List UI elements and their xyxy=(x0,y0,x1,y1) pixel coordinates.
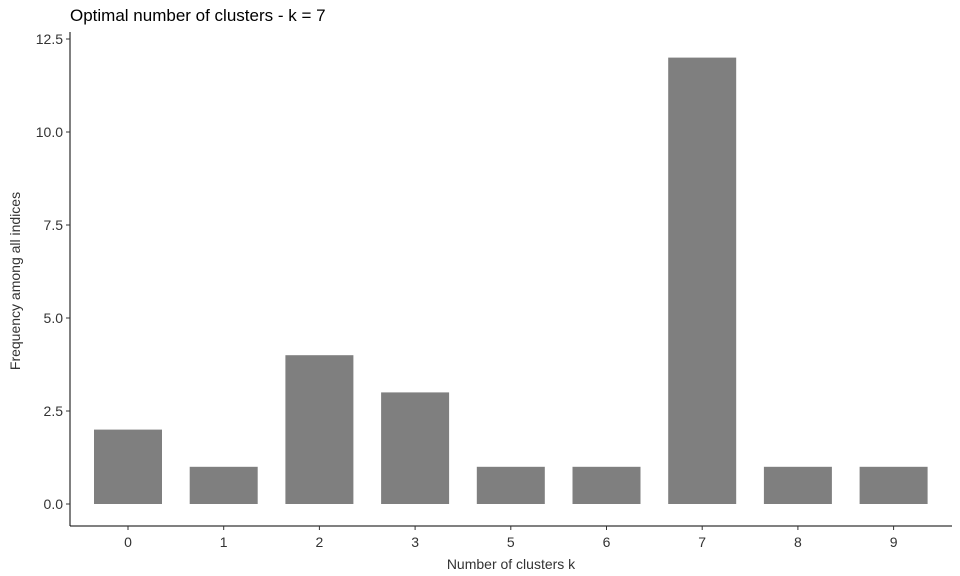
bar-6 xyxy=(572,466,641,504)
y-tick-label: 12.5 xyxy=(36,31,63,47)
x-tick-label: 7 xyxy=(698,534,706,550)
x-tick-label: 5 xyxy=(507,534,515,550)
x-tick-label: 3 xyxy=(411,534,419,550)
y-axis-title: Frequency among all indices xyxy=(7,192,23,370)
y-ticks: 0.0 2.5 5.0 7.5 10.0 12.5 xyxy=(36,31,70,512)
x-tick-label: 6 xyxy=(603,534,611,550)
bar-8 xyxy=(763,466,832,504)
bar-7 xyxy=(668,57,737,504)
x-tick-label: 8 xyxy=(794,534,802,550)
bar-2 xyxy=(285,355,354,504)
y-tick-label: 5.0 xyxy=(44,310,64,326)
y-tick-label: 0.0 xyxy=(44,496,64,512)
bar-5 xyxy=(476,466,545,504)
chart-title: Optimal number of clusters - k = 7 xyxy=(70,6,326,25)
bars-layer xyxy=(94,57,928,504)
x-tick-label: 0 xyxy=(124,534,132,550)
x-tick-label: 9 xyxy=(890,534,898,550)
bar-9 xyxy=(859,466,928,504)
bar-1 xyxy=(189,466,258,504)
y-tick-label: 7.5 xyxy=(44,217,64,233)
bar-0 xyxy=(94,429,162,504)
x-axis-title: Number of clusters k xyxy=(447,556,576,572)
y-tick-label: 2.5 xyxy=(44,403,64,419)
x-ticks: 0 1 2 3 5 6 7 8 9 xyxy=(124,526,898,550)
bar-3 xyxy=(381,392,450,504)
x-tick-label: 2 xyxy=(316,534,324,550)
y-tick-label: 10.0 xyxy=(36,124,63,140)
x-tick-label: 1 xyxy=(220,534,228,550)
